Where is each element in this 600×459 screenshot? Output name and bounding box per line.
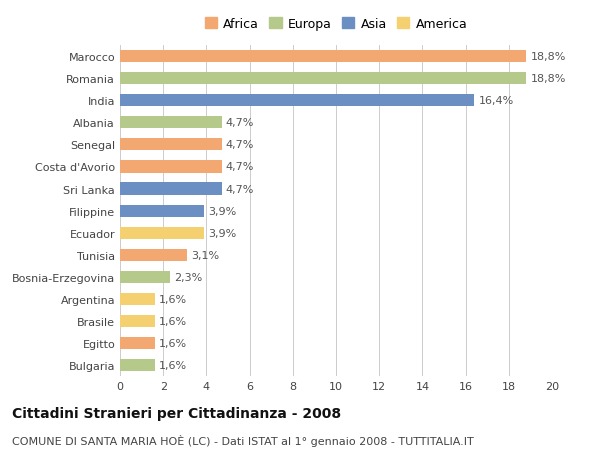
Legend: Africa, Europa, Asia, America: Africa, Europa, Asia, America: [202, 15, 470, 33]
Text: 3,1%: 3,1%: [191, 250, 220, 260]
Text: 3,9%: 3,9%: [209, 206, 237, 216]
Text: 1,6%: 1,6%: [159, 294, 187, 304]
Text: Cittadini Stranieri per Cittadinanza - 2008: Cittadini Stranieri per Cittadinanza - 2…: [12, 406, 341, 420]
Bar: [120, 337, 155, 349]
Bar: [120, 293, 155, 305]
Text: COMUNE DI SANTA MARIA HOÈ (LC) - Dati ISTAT al 1° gennaio 2008 - TUTTITALIA.IT: COMUNE DI SANTA MARIA HOÈ (LC) - Dati IS…: [12, 434, 474, 446]
Bar: [120, 315, 155, 327]
Bar: [120, 249, 187, 261]
Bar: [120, 359, 155, 371]
Bar: [120, 227, 204, 239]
Bar: [120, 95, 474, 107]
Text: 4,7%: 4,7%: [226, 118, 254, 128]
Text: 4,7%: 4,7%: [226, 140, 254, 150]
Bar: [120, 161, 221, 173]
Text: 4,7%: 4,7%: [226, 184, 254, 194]
Text: 16,4%: 16,4%: [479, 96, 514, 106]
Bar: [120, 183, 221, 195]
Text: 1,6%: 1,6%: [159, 338, 187, 348]
Bar: [120, 271, 170, 283]
Text: 2,3%: 2,3%: [174, 272, 202, 282]
Text: 4,7%: 4,7%: [226, 162, 254, 172]
Text: 1,6%: 1,6%: [159, 360, 187, 370]
Bar: [120, 139, 221, 151]
Text: 18,8%: 18,8%: [530, 52, 566, 62]
Bar: [120, 73, 526, 85]
Text: 1,6%: 1,6%: [159, 316, 187, 326]
Text: 18,8%: 18,8%: [530, 74, 566, 84]
Bar: [120, 205, 204, 217]
Text: 3,9%: 3,9%: [209, 228, 237, 238]
Bar: [120, 117, 221, 129]
Bar: [120, 51, 526, 63]
